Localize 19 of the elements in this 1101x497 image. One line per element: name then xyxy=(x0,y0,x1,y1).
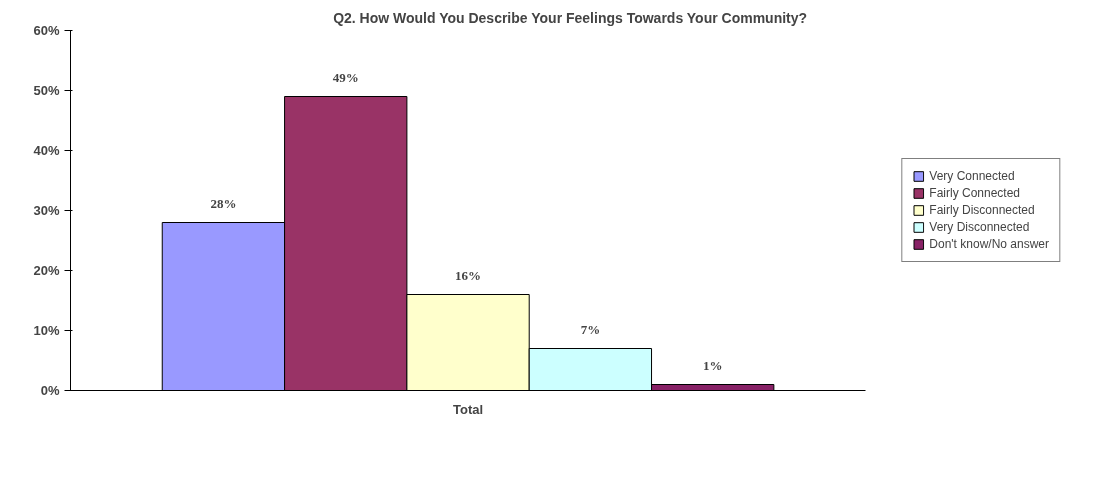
y-tick-label: 40% xyxy=(33,143,60,158)
y-tick-label: 30% xyxy=(33,203,60,218)
y-tick-label: 0% xyxy=(40,383,60,398)
legend-label: Very Disconnected xyxy=(929,220,1030,234)
chart-title: Q2. How Would You Describe Your Feelings Towards Your Community? xyxy=(333,9,808,26)
data-label: 1% xyxy=(702,357,723,373)
data-label: 49% xyxy=(332,69,359,85)
y-tick-label: 20% xyxy=(33,263,60,278)
legend-label: Very Connected xyxy=(929,169,1015,183)
y-tick-label: 10% xyxy=(33,323,60,338)
data-label: 16% xyxy=(455,267,482,283)
x-tick-label: Total xyxy=(453,401,484,417)
legend-label: Don't know/No answer xyxy=(929,237,1049,251)
legend-label: Fairly Connected xyxy=(929,186,1021,200)
y-tick-label: 60% xyxy=(33,23,60,38)
y-tick-label: 50% xyxy=(33,83,60,98)
data-label: 28% xyxy=(210,195,237,211)
data-label: 7% xyxy=(580,321,601,337)
legend-label: Fairly Disconnected xyxy=(929,203,1035,217)
